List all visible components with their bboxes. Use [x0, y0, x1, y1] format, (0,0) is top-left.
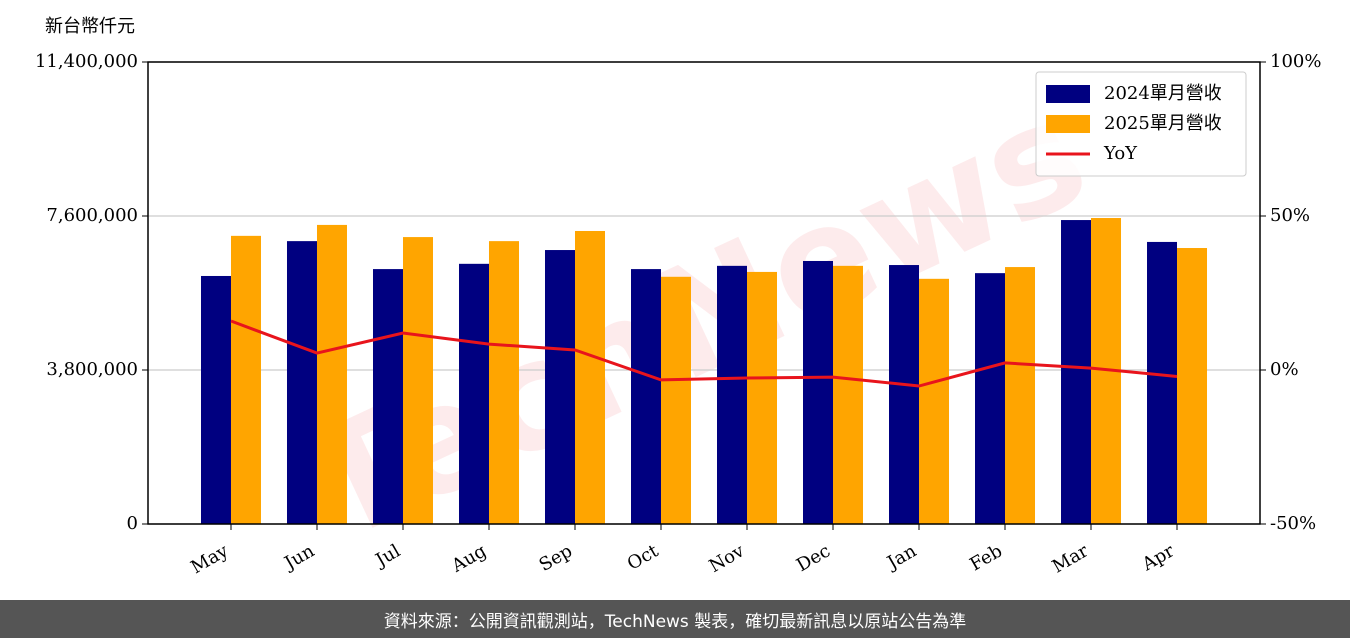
- bar: [230, 235, 261, 524]
- x-tick-label: Sep: [536, 540, 576, 575]
- y2-tick-label: 0%: [1270, 359, 1299, 380]
- chart: 新台幣仟元 TechNews 03,800,0007,600,00011,400…: [35, 16, 1322, 578]
- bar: [833, 265, 864, 524]
- y-tick-label: 7,600,000: [46, 205, 138, 226]
- plot-frame: [147, 61, 1261, 525]
- y-axis-label: 新台幣仟元: [45, 16, 135, 37]
- bar: [200, 275, 231, 524]
- legend-swatch: [1046, 115, 1090, 133]
- bar: [803, 260, 834, 524]
- y-tick-label: 3,800,000: [46, 359, 138, 380]
- x-tick-label: Jan: [882, 540, 920, 574]
- bar: [1147, 241, 1178, 525]
- y2-tick-label: -50%: [1270, 513, 1316, 534]
- legend-swatch: [1046, 85, 1090, 103]
- x-tick-label: Feb: [966, 540, 1006, 575]
- x-tick-label: Oct: [624, 540, 663, 575]
- bar: [372, 269, 403, 524]
- bar: [1005, 267, 1036, 524]
- bar: [660, 276, 691, 524]
- bar: [286, 241, 317, 524]
- bar: [889, 265, 920, 524]
- bar: [458, 263, 489, 524]
- x-tick-label: Nov: [706, 540, 749, 577]
- x-tick-label: May: [187, 540, 232, 578]
- bar: [630, 269, 661, 524]
- legend-label: 2024單月營收: [1104, 83, 1222, 104]
- legend-label: 2025單月營收: [1104, 113, 1222, 134]
- y-tick-label: 0: [127, 513, 138, 534]
- x-tick-label: Apr: [1138, 540, 1178, 575]
- x-tick-label: Mar: [1049, 540, 1093, 577]
- bar: [488, 241, 519, 524]
- y2-tick-label: 100%: [1270, 51, 1321, 72]
- bar: [402, 237, 433, 525]
- bar: [1061, 220, 1092, 525]
- legend-label: YoY: [1103, 143, 1138, 164]
- bar: [316, 224, 347, 525]
- footer: 資料來源：公開資訊觀測站，TechNews 製表，確切最新訊息以原站公告為準: [0, 600, 1350, 638]
- x-tick-label: Aug: [447, 540, 490, 577]
- bar: [1177, 248, 1208, 524]
- bar: [975, 273, 1006, 524]
- x-tick-label: Jun: [279, 540, 318, 575]
- bar: [544, 250, 575, 524]
- x-tick-label: Dec: [793, 540, 834, 576]
- y2-tick-label: 50%: [1270, 205, 1310, 226]
- bar: [574, 230, 605, 524]
- y-tick-label: 11,400,000: [35, 51, 138, 72]
- bar: [919, 278, 950, 524]
- bar: [717, 265, 748, 524]
- line: [230, 319, 1178, 388]
- bar: [747, 271, 778, 524]
